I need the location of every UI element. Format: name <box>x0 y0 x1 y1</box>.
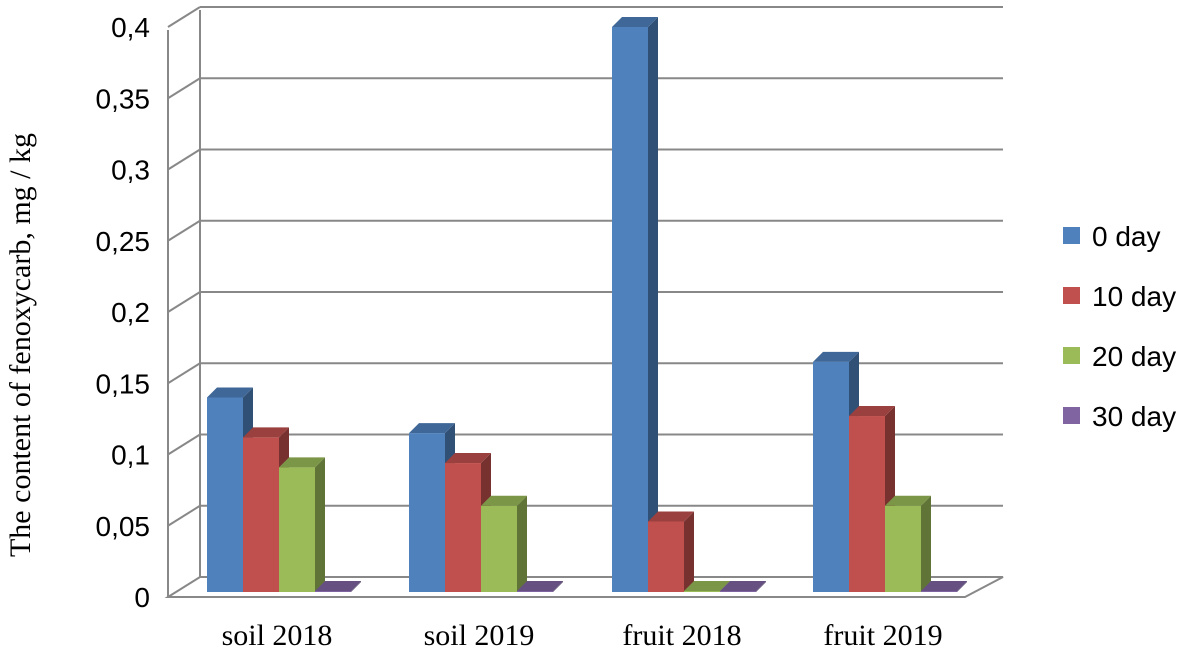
y-tick-label: 0,35 <box>96 83 151 114</box>
bar-front <box>207 397 243 592</box>
bar-front <box>612 27 648 592</box>
y-tick-label: 0,3 <box>111 155 150 186</box>
bar-front <box>481 505 517 592</box>
bar-side <box>957 581 967 592</box>
y-tick-label: 0,25 <box>96 226 151 257</box>
bar-top <box>243 427 289 438</box>
bar-top <box>885 495 931 506</box>
bar-side <box>921 495 931 592</box>
gridline-diagonal <box>167 504 201 527</box>
floor-plane <box>164 576 1004 598</box>
legend-item: 10 day <box>1063 281 1176 312</box>
bar-side <box>517 495 527 592</box>
bar-top <box>279 457 325 468</box>
bar-front <box>445 463 481 592</box>
bars-group <box>207 17 967 592</box>
legend-swatch <box>1063 407 1080 424</box>
bar-top <box>813 351 859 362</box>
x-tick-label: soil 2018 <box>222 619 333 652</box>
bar-side <box>648 17 658 592</box>
x-axis-ticks: soil 2018 soil 2019 fruit 2018 fruit 2019 <box>222 619 943 652</box>
bar <box>720 581 766 592</box>
bar-top <box>648 511 694 522</box>
gridline-diagonal <box>167 433 201 456</box>
bar-top <box>684 581 730 591</box>
legend-item: 0 day <box>1063 221 1161 252</box>
legend-item: 20 day <box>1063 341 1176 372</box>
bar <box>315 581 361 592</box>
bar-side <box>553 581 563 592</box>
bar-side <box>684 511 694 592</box>
y-tick-label: 0,4 <box>111 12 150 43</box>
bar-top <box>481 495 527 506</box>
bar-front <box>648 521 684 592</box>
legend-label: 0 day <box>1092 221 1161 252</box>
bar-front <box>849 416 885 592</box>
bar-front <box>279 467 315 592</box>
legend-label: 20 day <box>1092 341 1176 372</box>
bar-front <box>720 591 756 592</box>
bar-side <box>756 581 766 592</box>
bar-top <box>720 581 766 591</box>
y-tick-label: 0,05 <box>96 511 151 542</box>
bar <box>921 581 967 592</box>
gridline-diagonal <box>167 77 201 100</box>
bar <box>849 406 895 592</box>
bar <box>885 495 931 592</box>
bar-top <box>315 581 361 591</box>
gridline-diagonal <box>167 291 201 313</box>
bar <box>517 581 563 592</box>
bar <box>648 511 694 592</box>
y-tick-label: 0,2 <box>111 297 150 328</box>
legend-label: 30 day <box>1092 401 1176 432</box>
bar-top <box>612 17 658 27</box>
bar-top <box>445 453 491 464</box>
y-tick-label: 0,15 <box>96 368 151 399</box>
gridline-diagonal <box>167 219 201 242</box>
bar-front <box>517 591 553 592</box>
gridlines <box>167 6 1003 527</box>
bar-front <box>684 591 720 592</box>
bar-side <box>351 581 361 592</box>
bar-front <box>921 591 957 592</box>
bar-top <box>409 423 455 434</box>
gridline-diagonal <box>167 148 201 171</box>
x-tick-label: soil 2019 <box>424 619 535 652</box>
bar <box>612 17 658 592</box>
bar-top <box>921 581 967 591</box>
bar-front <box>243 437 279 592</box>
bar <box>279 457 325 592</box>
x-tick-label: fruit 2019 <box>823 619 942 652</box>
x-tick-label: fruit 2018 <box>622 619 741 652</box>
bar-front <box>885 505 921 592</box>
bar <box>481 495 527 592</box>
y-tick-label: 0 <box>134 582 150 613</box>
legend-item: 30 day <box>1063 401 1176 432</box>
legend-swatch <box>1063 287 1080 304</box>
legend-swatch <box>1063 347 1080 364</box>
legend-swatch <box>1063 227 1080 244</box>
gridline-diagonal <box>167 362 201 385</box>
legend-label: 10 day <box>1092 281 1176 312</box>
bar-front <box>813 361 849 592</box>
bar-top <box>849 406 895 417</box>
y-axis-label: The content of fenoxycarb, mg / kg <box>4 133 37 557</box>
y-axis-ticks: 0 0,05 0,1 0,15 0,2 0,25 0,3 0,35 0,4 <box>96 12 151 613</box>
bar-side <box>315 457 325 592</box>
bar-front <box>409 433 445 592</box>
y-tick-label: 0,1 <box>111 440 150 471</box>
chart-walls <box>164 10 1004 598</box>
gridline-diagonal <box>167 6 201 28</box>
bar-top <box>207 387 253 398</box>
bar-front <box>315 591 351 592</box>
bar-top <box>517 581 563 591</box>
legend: 0 day 10 day 20 day 30 day <box>1063 221 1176 432</box>
